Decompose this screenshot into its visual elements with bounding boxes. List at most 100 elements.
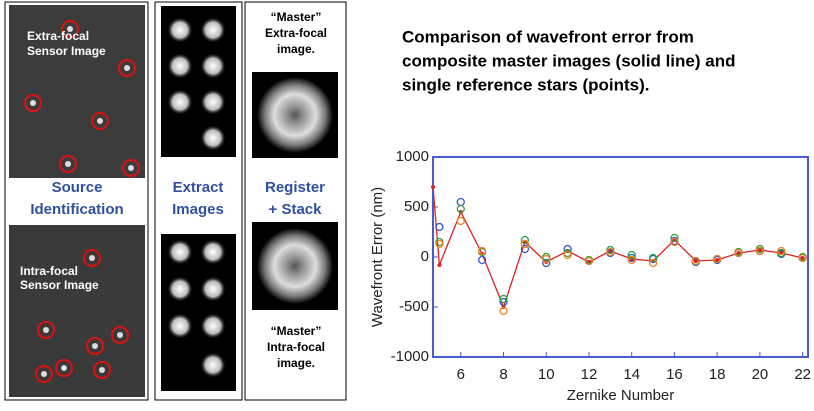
image-label: Intra-focal	[267, 340, 325, 354]
cutout-blob	[200, 53, 226, 79]
cutout-blob	[200, 352, 226, 378]
star-ring	[111, 326, 129, 344]
point	[477, 255, 487, 265]
point	[627, 250, 636, 260]
point	[798, 253, 807, 263]
star	[92, 343, 98, 349]
point	[520, 239, 530, 249]
point	[477, 246, 487, 256]
point	[670, 237, 679, 247]
x-axis-label: Zernike Number	[567, 387, 675, 404]
x-tick-label: 14	[623, 366, 640, 383]
star	[97, 118, 103, 124]
star	[30, 100, 36, 106]
point	[542, 258, 551, 268]
image-label: Intra-focal	[20, 264, 78, 278]
line-point	[800, 256, 805, 260]
star-ring	[83, 249, 101, 267]
point	[499, 306, 508, 316]
cutout-blob	[167, 313, 193, 339]
star	[99, 367, 105, 373]
chart-title: composite master images (solid line) and	[402, 51, 735, 70]
point	[435, 222, 444, 232]
point	[435, 239, 444, 249]
point	[648, 253, 658, 263]
point	[734, 248, 743, 258]
point	[563, 250, 572, 260]
star	[124, 65, 130, 71]
star-ring	[24, 94, 42, 112]
point	[691, 256, 700, 266]
step-label: Images	[172, 201, 224, 218]
y-tick-label: -500	[399, 298, 429, 315]
star	[65, 161, 71, 167]
master-blob	[257, 228, 333, 304]
line-point	[757, 248, 762, 252]
x-tick-label: 6	[457, 366, 465, 383]
point	[713, 254, 722, 264]
y-tick-label: 0	[421, 248, 429, 265]
point	[627, 255, 636, 265]
star	[41, 371, 47, 377]
image-label: “Master”	[271, 324, 322, 338]
step-label: Source	[52, 179, 103, 196]
sensor-image	[9, 225, 145, 397]
star	[61, 365, 67, 371]
image-label: Extra-focal	[265, 26, 327, 40]
star	[117, 332, 123, 338]
point	[606, 247, 615, 257]
point	[563, 244, 572, 254]
y-tick-label: 1000	[396, 148, 429, 165]
x-tick-label: 12	[581, 366, 598, 383]
x-tick-label: 16	[666, 366, 683, 383]
line-point	[736, 251, 741, 255]
cutout-blob	[200, 125, 226, 151]
point	[499, 297, 508, 307]
step-label: Extract	[173, 179, 224, 196]
step-label: + Stack	[269, 201, 323, 218]
plot-frame	[432, 156, 809, 358]
point	[584, 256, 594, 266]
point	[648, 258, 658, 268]
star-ring	[59, 155, 77, 173]
step-label: Register	[265, 179, 325, 196]
line-point	[715, 258, 720, 262]
point	[520, 235, 530, 245]
chart-title: single reference stars (points).	[402, 75, 650, 94]
point	[755, 246, 765, 256]
x-tick-label: 10	[538, 366, 555, 383]
star-ring	[118, 59, 136, 77]
cutout-blob	[167, 89, 193, 115]
point	[499, 294, 508, 304]
image-label: Sensor Image	[20, 278, 99, 292]
x-tick-label: 8	[499, 366, 507, 383]
star-ring	[86, 337, 104, 355]
star-ring	[37, 321, 55, 339]
line-point	[437, 263, 442, 267]
point	[777, 246, 786, 256]
cutouts	[167, 17, 226, 378]
star-ring	[122, 159, 140, 177]
point	[670, 233, 679, 243]
star-ring	[61, 20, 79, 38]
line-point	[431, 185, 435, 189]
star	[43, 327, 49, 333]
point	[456, 204, 465, 214]
y-tick-label: 500	[404, 198, 429, 215]
chart: Comparison of wavefront error from compos…	[369, 27, 811, 403]
chart-title: Comparison of wavefront error from	[402, 27, 694, 46]
step-label: Identification	[30, 201, 123, 218]
master-blob	[257, 77, 333, 153]
image-label: “Master”	[271, 10, 322, 24]
image-label: image.	[277, 356, 315, 370]
point	[520, 244, 530, 254]
star-ring	[93, 361, 111, 379]
line-point	[693, 259, 698, 263]
x-tick-label: 20	[752, 366, 769, 383]
panel-frame	[244, 1, 347, 401]
cutout-blob	[167, 239, 193, 265]
image-label: Extra-focal	[27, 29, 89, 43]
star-ring	[55, 359, 73, 377]
star-ring	[35, 365, 53, 383]
